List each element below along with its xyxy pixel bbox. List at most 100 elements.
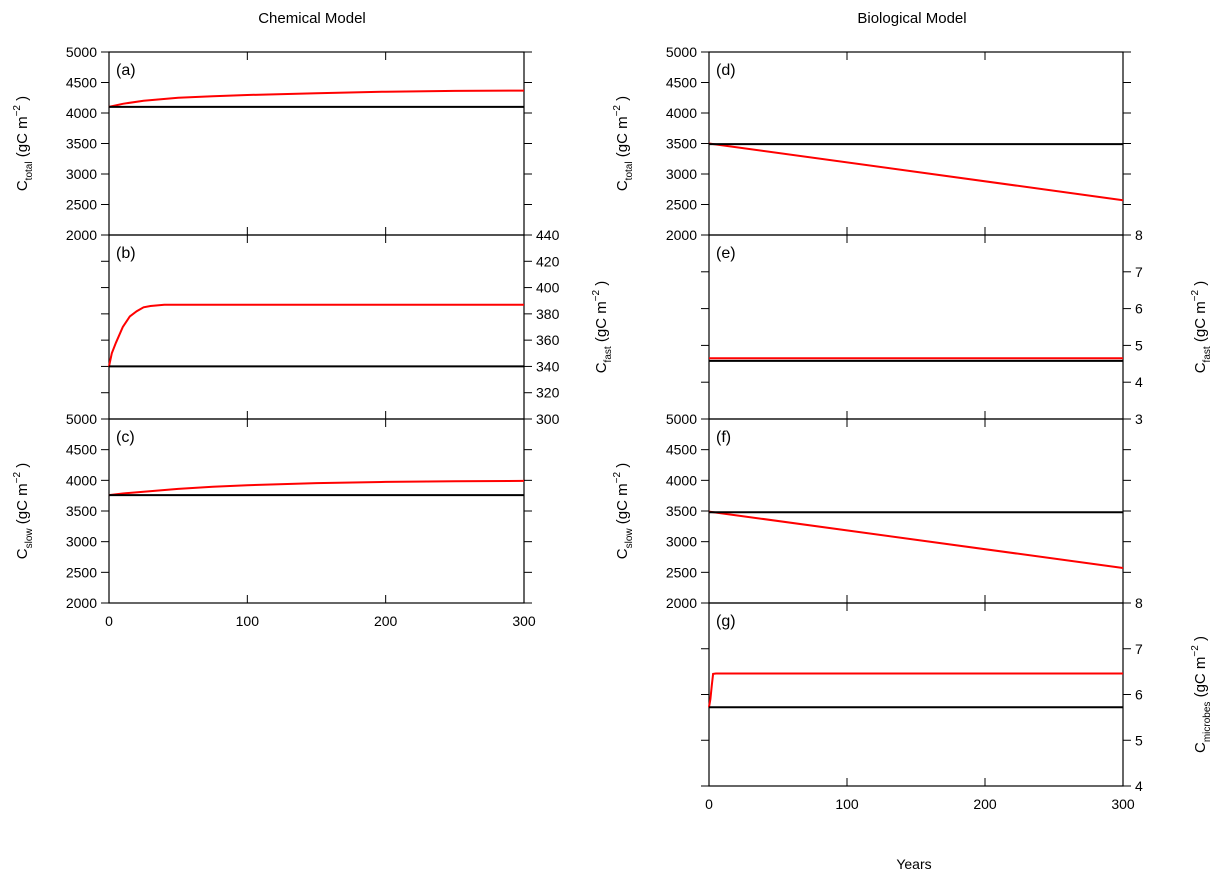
panel-g-ylabel-part-1: microbes	[1202, 702, 1213, 743]
panel-b-ytick-label-5: 400	[536, 280, 560, 296]
panel-d-ytick-label-1: 2500	[666, 197, 697, 213]
panel-c-ylabel: Cslow (gC m−2 )	[12, 463, 35, 559]
panel-e-ytick-label-2: 5	[1135, 337, 1143, 353]
panel-d-ylabel-part-0: C	[614, 180, 631, 191]
panel-f-ylabel-part-4: )	[614, 463, 631, 472]
panel-d-label: (d)	[716, 62, 736, 79]
panel-b-ytick-label-3: 360	[536, 332, 560, 348]
panel-g-ylabel-part-4: )	[1192, 636, 1209, 645]
panel-f-frame	[708, 418, 1124, 604]
panel-f-ylabel: Cslow (gC m−2 )	[612, 463, 635, 559]
panel-d-ylabel-part-2: (gC m	[614, 116, 631, 161]
panel-a-ylabel-part-4: )	[14, 96, 31, 105]
panel-g-ytick-label-0: 4	[1135, 778, 1143, 794]
panel-a: 2000 2500 3000 3500 4000 4500 5000 (a) Ctotal (g…	[12, 44, 532, 243]
x-axis-label: Years	[896, 856, 931, 872]
panel-b-ytick-label-0: 300	[536, 411, 560, 427]
panel-d-ytick-label-6: 5000	[666, 44, 697, 60]
panel-g-ylabel-part-0: C	[1192, 742, 1209, 753]
panel-b-ytick-label-4: 380	[536, 306, 560, 322]
panel-f-label: (f)	[716, 429, 731, 446]
panel-e-ylabel-part-0: C	[1192, 362, 1209, 373]
panel-b-frame	[108, 234, 525, 420]
panel-c-series-0	[108, 479, 525, 497]
panel-d-ytick-label-5: 4500	[666, 75, 697, 91]
panel-e-ylabel: Cfast (gC m−2 )	[1190, 281, 1213, 374]
right-column-title: Biological Model	[857, 10, 966, 27]
panel-d-ytick-label-4: 4000	[666, 105, 697, 121]
panel-a-ytick-label-0: 2000	[66, 227, 97, 243]
panel-c-xtick-label-2: 200	[374, 613, 398, 629]
panel-g-ytick-label-4: 8	[1135, 595, 1143, 611]
panel-c-ylabel-part-1: slow	[24, 528, 35, 549]
panel-d-ylabel-part-4: )	[614, 96, 631, 105]
panel-a-ylabel-part-2: (gC m	[14, 116, 31, 161]
panel-a-ylabel-part-0: C	[14, 180, 31, 191]
panel-a-ytick-label-3: 3500	[66, 136, 97, 152]
panel-e-ytick-label-1: 4	[1135, 374, 1143, 390]
panel-g-frame	[708, 602, 1124, 787]
panel-b-ylabel-part-4: )	[593, 281, 610, 290]
panel-g-ytick-label-3: 7	[1135, 641, 1143, 657]
panel-f-ytick-label-4: 4000	[666, 472, 697, 488]
panel-e-ylabel-part-4: )	[1192, 281, 1209, 290]
panel-e: 3 4 5 6 7 8 (e) Cfast (gC m−2 )	[701, 227, 1213, 427]
panel-c-ytick-label-5: 4500	[66, 442, 97, 458]
panel-g-xtick-label-0: 0	[705, 796, 713, 812]
panel-d-ylabel-part-1: total	[624, 161, 635, 180]
panel-c-frame	[108, 418, 525, 604]
panel-f-series-0	[708, 510, 1124, 569]
panel-d-ytick-label-0: 2000	[666, 227, 697, 243]
panel-c-xtick-label-3: 300	[512, 613, 536, 629]
panel-d-ytick-label-3: 3500	[666, 136, 697, 152]
panel-g-xtick-label-3: 300	[1111, 796, 1135, 812]
panel-f-ylabel-part-1: slow	[624, 528, 635, 549]
panel-a-series-0	[108, 89, 525, 108]
panel-b-series-0	[108, 303, 524, 367]
panel-c-ytick-label-1: 2500	[66, 564, 97, 580]
panel-a-frame	[108, 51, 525, 236]
panel-b-ylabel-part-3: −2	[591, 289, 602, 301]
panel-e-ylabel-part-2: (gC m	[1192, 301, 1209, 346]
panel-g-ylabel: Cmicrobes (gC m−2 )	[1190, 636, 1213, 753]
panel-b-label: (b)	[116, 245, 136, 262]
panel-b-ylabel-part-0: C	[593, 362, 610, 373]
panel-d-ylabel: Ctotal (gC m−2 )	[612, 96, 635, 191]
panel-b: 300 320 340 360 380 400 420 440 (b) Cfast (gC m−2…	[101, 227, 614, 427]
panel-g-ytick-label-1: 5	[1135, 732, 1143, 748]
panel-c-ylabel-part-4: )	[14, 463, 31, 472]
panel-e-ylabel-part-1: fast	[1202, 346, 1213, 362]
panel-a-ytick-label-5: 4500	[66, 75, 97, 91]
panel-a-ytick-label-2: 3000	[66, 166, 97, 182]
panel-f-ylabel-part-0: C	[614, 548, 631, 559]
panel-b-ytick-label-2: 340	[536, 358, 560, 374]
panel-a-label: (a)	[116, 62, 136, 79]
panel-d-series-0	[708, 142, 1124, 202]
panel-f-ytick-label-6: 5000	[666, 411, 697, 427]
panel-a-ytick-label-4: 4000	[66, 105, 97, 121]
panel-e-ylabel-part-3: −2	[1190, 289, 1201, 301]
panel-g-xtick-label-2: 200	[973, 796, 997, 812]
panel-c-ylabel-part-3: −2	[12, 472, 23, 484]
panel-e-label: (e)	[716, 245, 736, 262]
panel-g-label: (g)	[716, 613, 736, 630]
panel-f-ytick-label-1: 2500	[666, 564, 697, 580]
panel-a-ylabel-part-1: total	[24, 161, 35, 180]
panel-g-ytick-label-2: 6	[1135, 687, 1143, 703]
panel-c-ylabel-part-0: C	[14, 548, 31, 559]
panel-c-ytick-label-0: 2000	[66, 595, 97, 611]
panel-f-ytick-label-5: 4500	[666, 442, 697, 458]
panel-b-ytick-label-6: 420	[536, 253, 560, 269]
panel-c-xtick-label-0: 0	[105, 613, 113, 629]
panel-c-ytick-label-4: 4000	[66, 472, 97, 488]
panel-c-ytick-label-6: 5000	[66, 411, 97, 427]
panel-a-ylabel: Ctotal (gC m−2 )	[12, 96, 35, 191]
panel-e-frame	[708, 234, 1124, 420]
panel-e-ytick-label-4: 7	[1135, 264, 1143, 280]
panel-a-ytick-label-6: 5000	[66, 44, 97, 60]
panel-a-ytick-label-1: 2500	[66, 197, 97, 213]
panel-b-ytick-label-1: 320	[536, 385, 560, 401]
panel-g-ylabel-part-3: −2	[1190, 645, 1201, 657]
